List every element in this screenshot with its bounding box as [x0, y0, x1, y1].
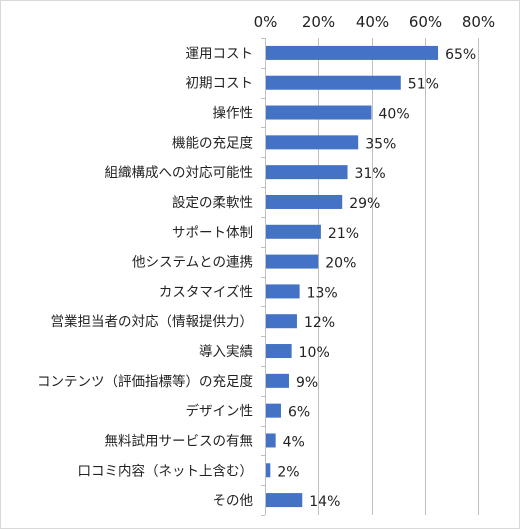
bars	[266, 45, 439, 508]
bar	[266, 403, 281, 418]
x-tick-label: 60%	[409, 13, 442, 31]
data-label: 6%	[288, 405, 310, 421]
data-label: 35%	[365, 136, 396, 152]
bar	[266, 224, 321, 239]
data-label: 9%	[296, 375, 318, 391]
bar	[266, 75, 401, 90]
data-label: 51%	[408, 77, 439, 93]
category-label: 無料試用サービスの有無	[105, 433, 254, 449]
bar	[266, 284, 300, 299]
category-label: 設定の柔軟性	[172, 195, 253, 211]
category-label: コンテンツ（評価指標等）の充足度	[37, 373, 253, 390]
category-label: 口コミ内容（ネット上含む）	[78, 462, 254, 479]
data-label: 2%	[277, 464, 299, 480]
category-label: 他システムとの連携	[132, 255, 253, 271]
category-label: 営業担当者の対応（情報提供力）	[51, 314, 254, 330]
bar	[266, 344, 292, 359]
bar	[266, 135, 359, 150]
category-label: 機能の充足度	[172, 135, 253, 151]
category-label: その他	[213, 493, 254, 509]
bar	[266, 45, 439, 60]
category-label: カスタマイズ性	[159, 284, 253, 300]
bar	[266, 194, 343, 209]
data-label: 21%	[328, 226, 359, 242]
bar	[266, 433, 276, 448]
data-label: 4%	[283, 434, 305, 450]
bar	[266, 463, 271, 478]
category-label: 運用コスト	[186, 46, 254, 62]
bar	[266, 373, 289, 388]
data-label: 12%	[304, 315, 335, 331]
bar	[266, 254, 319, 269]
data-label: 13%	[307, 285, 338, 301]
bar	[266, 493, 303, 508]
category-label: デザイン性	[186, 403, 254, 420]
data-label: 29%	[349, 196, 380, 212]
x-tick-label: 40%	[356, 13, 389, 31]
bar	[266, 314, 297, 329]
x-tick-label: 80%	[462, 13, 495, 31]
data-label: 20%	[325, 256, 356, 272]
category-label: 操作性	[213, 106, 254, 122]
data-label: 65%	[445, 47, 476, 63]
x-tick-label: 20%	[302, 13, 335, 31]
x-tick-label: 0%	[254, 13, 278, 31]
data-label: 14%	[309, 494, 340, 510]
bar	[266, 105, 372, 120]
category-label: 初期コスト	[186, 75, 254, 92]
data-label: 40%	[379, 107, 410, 123]
category-label: 導入実績	[199, 344, 253, 360]
data-label: 10%	[299, 345, 330, 361]
bar	[266, 165, 348, 180]
labels: 運用コスト 65% 初期コスト 51% 操作性 40% 機能の充足度 35% 組織構成への対応可…	[37, 46, 476, 510]
data-label: 31%	[355, 166, 386, 182]
category-label: サポート体制	[172, 225, 253, 241]
value-axis: 0% 20% 40% 60% 80%	[254, 13, 495, 516]
category-label: 組織構成への対応可能性	[105, 165, 254, 181]
